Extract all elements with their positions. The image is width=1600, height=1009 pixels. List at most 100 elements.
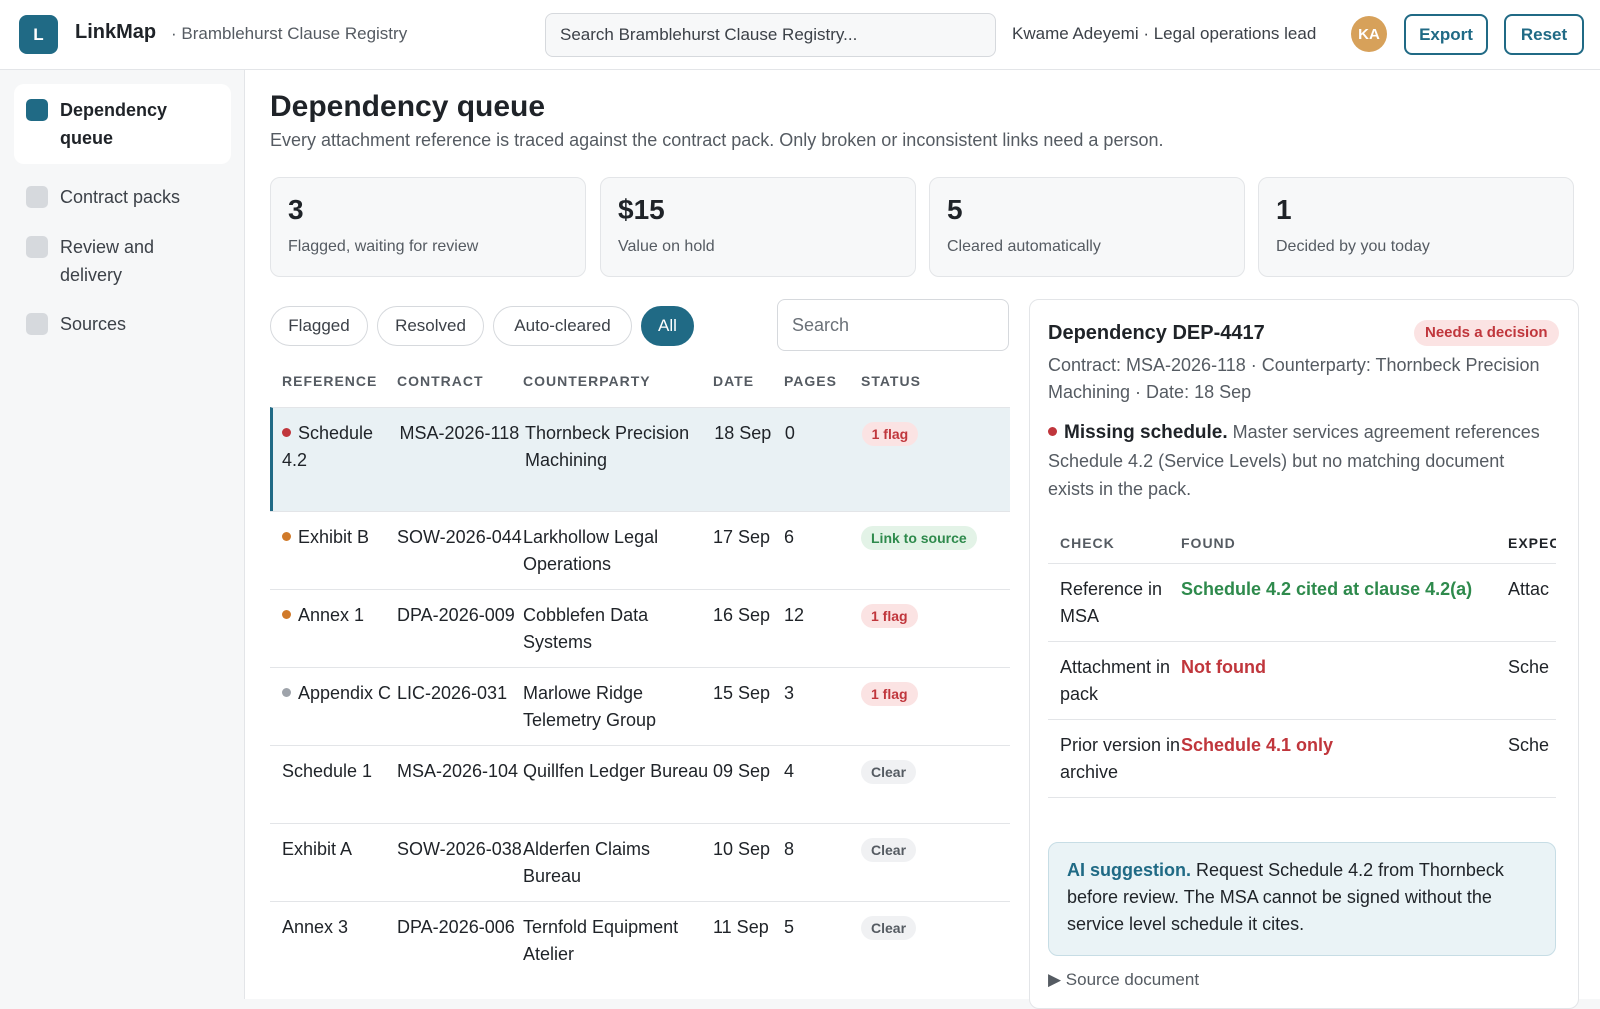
cell-pages: 6 bbox=[784, 527, 795, 547]
table-row[interactable]: Annex 3 DPA-2026-006 Ternfold Equipment At… bbox=[270, 901, 1010, 979]
filter-all[interactable]: All bbox=[641, 306, 694, 346]
cell-pages: 5 bbox=[784, 917, 795, 937]
sidebar-item-label: Sources bbox=[60, 314, 127, 334]
user-name: Kwame Adeyemi · Legal operations lead bbox=[1012, 24, 1317, 43]
cell-contract: SOW-2026-038 bbox=[397, 839, 522, 859]
issue-description: Missing schedule. Master services agreem… bbox=[1048, 418, 1548, 503]
app-name: LinkMap bbox=[75, 21, 157, 43]
sidebar-item-dependency-queue[interactable]: Dependency queue bbox=[14, 84, 231, 164]
avatar[interactable]: KA bbox=[1351, 16, 1387, 52]
cell-pages: 8 bbox=[784, 839, 795, 859]
table-header: REFERENCE CONTRACT COUNTERPARTY DATE PAG… bbox=[270, 355, 1010, 407]
sidebar-item-label: Contract packs bbox=[60, 187, 181, 207]
column-header[interactable]: STATUS bbox=[861, 373, 921, 389]
cell-date: 17 Sep bbox=[713, 527, 771, 547]
sidebar: Dependency queue Contract packs Review a… bbox=[0, 70, 245, 999]
stat-label: Decided by you today bbox=[1276, 238, 1430, 255]
status-dot-icon bbox=[282, 688, 291, 697]
sidebar-item-label: Dependency queue bbox=[60, 100, 168, 148]
check-name: Reference in MSA bbox=[1060, 579, 1163, 626]
page-title: Dependency queue bbox=[270, 90, 546, 123]
status-badge: Needs a decision bbox=[1414, 320, 1559, 346]
check-name: Attachment in pack bbox=[1060, 657, 1171, 704]
table-row[interactable]: Schedule 4.2 MSA-2026-118 Thornbeck Precis… bbox=[270, 407, 1010, 511]
cell-reference: Appendix C bbox=[270, 680, 397, 745]
stat-card-cleared: 5 Cleared automatically bbox=[929, 177, 1245, 277]
status-dot-icon bbox=[282, 610, 291, 619]
filter-flagged[interactable]: Flagged bbox=[270, 306, 368, 346]
cell-pages: 0 bbox=[784, 423, 795, 443]
reset-button[interactable]: Reset bbox=[1504, 14, 1584, 55]
queue-search-input[interactable] bbox=[777, 299, 1009, 351]
cell-status: Link to source bbox=[861, 524, 1010, 589]
table-row[interactable]: Exhibit A SOW-2026-038 Alderfen Claims Bur… bbox=[270, 823, 1010, 901]
column-header[interactable]: PAGES bbox=[784, 373, 837, 389]
status-badge: Clear bbox=[861, 916, 917, 940]
cell-status: 1 flag bbox=[861, 420, 1010, 511]
check-row: Prior version in archive Schedule 4.1 onl… bbox=[1048, 720, 1556, 798]
cell-contract: LIC-2026-031 bbox=[397, 683, 508, 703]
check-expected: Sche bbox=[1508, 657, 1550, 677]
contract-packs-icon bbox=[26, 186, 48, 208]
cell-pages: 12 bbox=[784, 605, 805, 625]
stat-value: 5 bbox=[947, 194, 963, 225]
sidebar-item-review-delivery[interactable]: Review and delivery bbox=[14, 221, 231, 301]
sidebar-item-contract-packs[interactable]: Contract packs bbox=[14, 171, 231, 223]
cell-counterparty: Quillfen Ledger Bureau bbox=[523, 761, 709, 781]
issue-title: Missing schedule. bbox=[1064, 422, 1228, 443]
filter-resolved[interactable]: Resolved bbox=[377, 306, 484, 346]
check-found: Schedule 4.2 cited at clause 4.2(a) bbox=[1181, 579, 1473, 599]
page-subtitle: Every attachment reference is traced aga… bbox=[270, 130, 1164, 150]
filter-auto-cleared[interactable]: Auto-cleared bbox=[493, 306, 632, 346]
status-badge: 1 flag bbox=[861, 422, 919, 446]
review-delivery-icon bbox=[26, 236, 48, 258]
column-header[interactable]: REFERENCE bbox=[282, 373, 378, 389]
top-bar: L LinkMap · Bramblehurst Clause Registry… bbox=[0, 0, 1600, 70]
column-header: CHECK bbox=[1060, 534, 1115, 551]
sources-icon bbox=[26, 313, 48, 335]
check-row: Reference in MSA Schedule 4.2 cited at cl… bbox=[1048, 564, 1556, 642]
check-row: Attachment in pack Not found Sche bbox=[1048, 642, 1556, 720]
sidebar-item-sources[interactable]: Sources bbox=[14, 298, 231, 350]
status-badge: Link to source bbox=[861, 526, 977, 550]
cell-date: 18 Sep bbox=[714, 423, 772, 443]
status-badge: 1 flag bbox=[861, 604, 918, 628]
stat-card-flagged: 3 Flagged, waiting for review bbox=[270, 177, 586, 277]
global-search-input[interactable] bbox=[545, 13, 996, 57]
check-expected: Attac bbox=[1508, 579, 1550, 599]
cell-date: 15 Sep bbox=[713, 683, 771, 703]
cell-contract: DPA-2026-006 bbox=[397, 917, 515, 937]
flag-dot-icon bbox=[1048, 427, 1057, 436]
issue-text: Master services agreement references Sch… bbox=[1048, 422, 1540, 499]
column-header: FOUND bbox=[1181, 534, 1236, 551]
check-table-header: CHECK FOUND EXPECTED bbox=[1048, 522, 1556, 564]
column-header[interactable]: CONTRACT bbox=[397, 373, 484, 389]
stat-card-value-hold: $15 Value on hold bbox=[600, 177, 916, 277]
stat-card-decided: 1 Decided by you today bbox=[1258, 177, 1574, 277]
column-header: EXPECTED bbox=[1508, 534, 1556, 551]
stat-label: Flagged, waiting for review bbox=[288, 238, 479, 255]
dependency-table: REFERENCE CONTRACT COUNTERPARTY DATE PAG… bbox=[270, 355, 1010, 979]
column-header[interactable]: COUNTERPARTY bbox=[523, 373, 651, 389]
table-row[interactable]: Annex 1 DPA-2026-009 Cobblefen Data System… bbox=[270, 589, 1010, 667]
stat-value: $15 bbox=[618, 194, 665, 225]
export-button[interactable]: Export bbox=[1404, 14, 1488, 55]
check-name: Prior version in archive bbox=[1060, 735, 1181, 782]
status-badge: 1 flag bbox=[861, 682, 918, 706]
cell-contract: DPA-2026-009 bbox=[397, 605, 515, 625]
check-expected: Sche bbox=[1508, 735, 1550, 755]
panel-meta: Contract: MSA-2026-118 · Counterparty: T… bbox=[1048, 355, 1540, 402]
table-row[interactable]: Appendix C LIC-2026-031 Marlowe Ridge Tele… bbox=[270, 667, 1010, 745]
cell-counterparty: Cobblefen Data Systems bbox=[523, 605, 649, 652]
source-document-toggle[interactable]: ▶ Source document bbox=[1048, 970, 1200, 989]
cell-status: Clear bbox=[861, 914, 1010, 979]
cell-pages: 3 bbox=[784, 683, 795, 703]
dependency-queue-icon bbox=[26, 99, 48, 121]
table-row[interactable]: Exhibit B SOW-2026-044 Larkhollow Legal Op… bbox=[270, 511, 1010, 589]
table-row[interactable]: Schedule 1 MSA-2026-104 Quillfen Ledger Bu… bbox=[270, 745, 1010, 823]
ai-suggestion: AI suggestion. Request Schedule 4.2 from… bbox=[1048, 842, 1556, 956]
status-dot-icon bbox=[282, 428, 291, 437]
cell-counterparty: Thornbeck Precision Machining bbox=[525, 423, 690, 470]
cell-reference: Exhibit A bbox=[282, 839, 353, 859]
column-header[interactable]: DATE bbox=[713, 373, 755, 389]
